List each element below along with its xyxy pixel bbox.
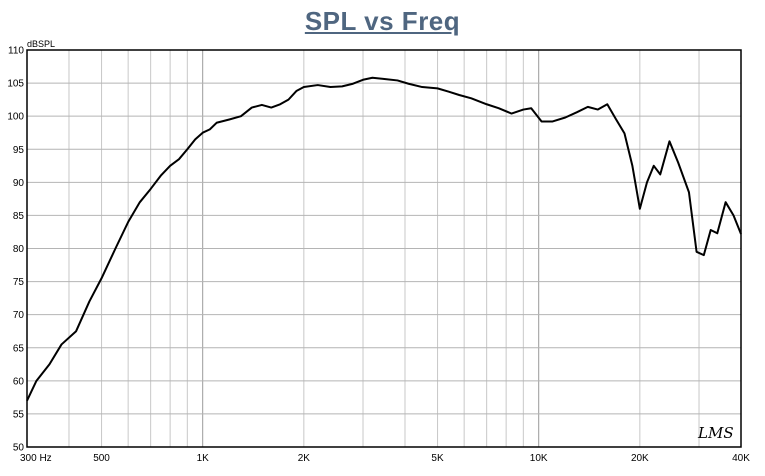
plot-frame [26, 49, 742, 448]
y-tick-label: 110 [8, 46, 24, 57]
series-line [26, 76, 742, 402]
y-tick-label: 60 [13, 376, 25, 387]
y-tick-label: 70 [13, 310, 25, 321]
x-tick-label: 20K [631, 453, 649, 464]
lms-watermark: LMS [698, 424, 734, 442]
y-tick-label: 95 [13, 145, 25, 156]
y-axis-tick-labels: 50 55 60 65 70 75 80 85 90 95 100 105 110 [7, 46, 24, 454]
x-tick-label: 5K [431, 453, 444, 464]
x-tick-label: 10K [530, 453, 548, 464]
y-tick-label: 90 [13, 178, 25, 189]
y-tick-label: 105 [7, 79, 24, 90]
x-tick-label: 1K [197, 453, 210, 464]
x-tick-label: 40K [732, 453, 750, 464]
y-tick-label: 75 [13, 277, 25, 288]
y-tick-label: 100 [7, 112, 24, 123]
y-tick-label: 65 [13, 343, 25, 354]
chart-title: SPL vs Freq [304, 6, 461, 36]
x-tick-label: 500 [93, 453, 110, 464]
major-gridlines [27, 50, 741, 447]
x-tick-label: 2K [298, 453, 311, 464]
x-tick-label: 300 Hz [20, 453, 52, 464]
y-tick-label: 85 [13, 211, 25, 222]
y-tick-label: 50 [13, 443, 25, 454]
y-tick-label: 55 [13, 409, 25, 420]
x-axis-tick-labels: 300 Hz 500 1K 2K 5K 10K 20K 40K [20, 453, 750, 464]
y-tick-label: 80 [13, 244, 25, 255]
y-axis-units-label: dBSPL [27, 39, 56, 49]
